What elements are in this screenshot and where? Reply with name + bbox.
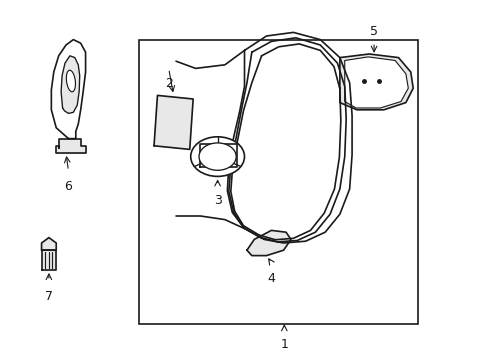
Text: 7: 7 — [45, 290, 53, 303]
Text: 1: 1 — [280, 338, 287, 351]
Polygon shape — [230, 44, 340, 240]
Text: 5: 5 — [369, 25, 377, 38]
Circle shape — [199, 143, 236, 170]
Polygon shape — [344, 57, 407, 108]
Polygon shape — [61, 56, 80, 113]
Text: 4: 4 — [267, 272, 275, 285]
Polygon shape — [246, 230, 290, 256]
Bar — [139, 40, 417, 324]
Polygon shape — [339, 54, 412, 110]
Text: 2: 2 — [164, 77, 172, 90]
Polygon shape — [41, 238, 56, 250]
Polygon shape — [200, 144, 237, 167]
Text: 3: 3 — [213, 194, 221, 207]
Ellipse shape — [66, 70, 75, 92]
Text: 6: 6 — [64, 180, 72, 193]
Polygon shape — [154, 95, 193, 149]
Circle shape — [190, 137, 244, 176]
Polygon shape — [56, 139, 85, 153]
Polygon shape — [51, 40, 85, 139]
Polygon shape — [41, 250, 56, 270]
Polygon shape — [227, 32, 351, 243]
Polygon shape — [228, 38, 346, 242]
